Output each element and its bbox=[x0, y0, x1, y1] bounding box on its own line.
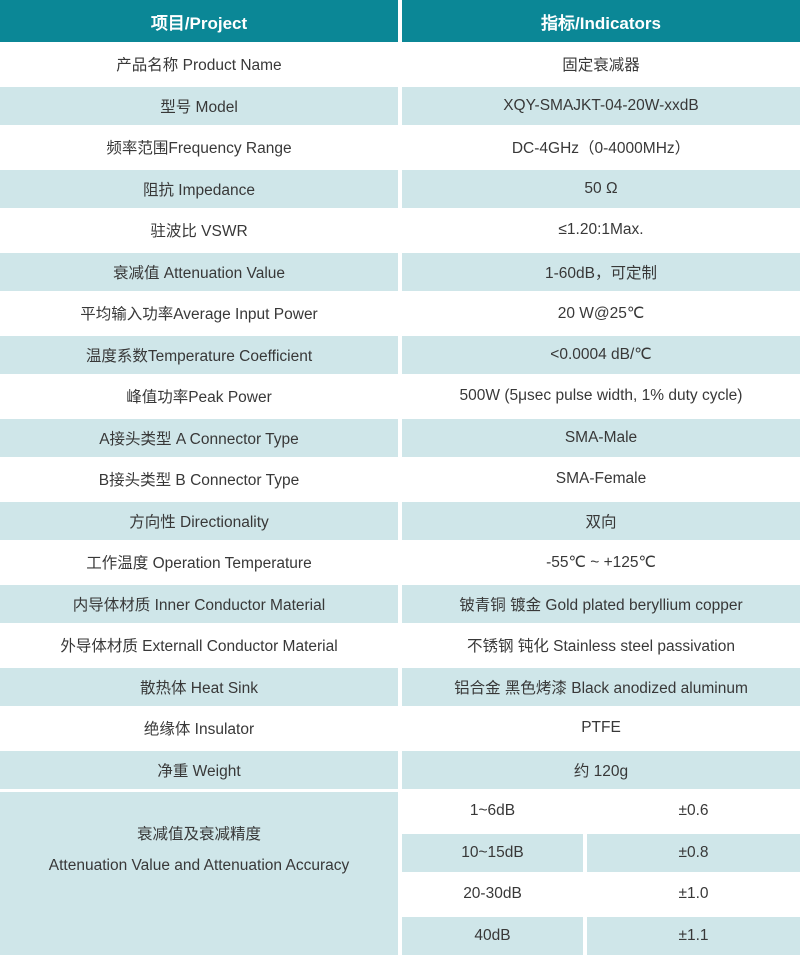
row-value-cell: 固定衰减器 bbox=[402, 45, 800, 84]
row-value-cell: XQY-SMAJKT-04-20W-xxdB bbox=[402, 86, 800, 125]
sub-range-cell: 1~6dB bbox=[402, 792, 583, 831]
row-label-cell: A接头类型 A Connector Type bbox=[0, 418, 398, 457]
sub-row: 20-30dB ±1.0 bbox=[402, 875, 800, 914]
row-value-cell: SMA-Male bbox=[402, 418, 800, 457]
row-value-cell: ≤1.20:1Max. bbox=[402, 211, 800, 250]
sub-accuracy-cell: ±0.6 bbox=[587, 792, 800, 831]
row-value-cell: 不锈钢 钝化 Stainless steel passivation bbox=[402, 626, 800, 665]
header-indicators-cell: 指标/Indicators bbox=[402, 0, 800, 42]
row-label-cell: 绝缘体 Insulator bbox=[0, 709, 398, 748]
attenuation-label-en: Attenuation Value and Attenuation Accura… bbox=[48, 856, 350, 874]
row-label-cell: 散热体 Heat Sink bbox=[0, 667, 398, 706]
row-label-cell: 型号 Model bbox=[0, 86, 398, 125]
spec-row-attenuation-value: 衰减值 Attenuation Value 1-60dB，可定制 bbox=[0, 252, 800, 291]
row-value-cell: 500W (5μsec pulse width, 1% duty cycle) bbox=[402, 377, 800, 416]
row-label-cell: 内导体材质 Inner Conductor Material bbox=[0, 584, 398, 623]
spec-row-operation-temperature: 工作温度 Operation Temperature -55℃ ~ +125℃ bbox=[0, 543, 800, 582]
spec-row-vswr: 驻波比 VSWR ≤1.20:1Max. bbox=[0, 211, 800, 250]
sub-range-cell: 10~15dB bbox=[402, 833, 583, 872]
spec-row-b-connector-type: B接头类型 B Connector Type SMA-Female bbox=[0, 460, 800, 499]
row-value-cell: 双向 bbox=[402, 501, 800, 540]
row-label-cell: 工作温度 Operation Temperature bbox=[0, 543, 398, 582]
attenuation-sub-table: 1~6dB ±0.6 10~15dB ±0.8 20-30dB ±1.0 40d… bbox=[402, 792, 800, 955]
sub-range-cell: 40dB bbox=[402, 916, 583, 955]
row-value-cell: 1-60dB，可定制 bbox=[402, 252, 800, 291]
header-project-cell: 项目/Project bbox=[0, 0, 398, 42]
row-label-cell: 阻抗 Impedance bbox=[0, 169, 398, 208]
sub-range-cell: 20-30dB bbox=[402, 875, 583, 914]
spec-row-product-name: 产品名称 Product Name 固定衰减器 bbox=[0, 45, 800, 84]
spec-row-weight: 净重 Weight 约 120g bbox=[0, 750, 800, 789]
spec-row-a-connector-type: A接头类型 A Connector Type SMA-Male bbox=[0, 418, 800, 457]
attenuation-label-cn: 衰减值及衰减精度 bbox=[136, 825, 261, 843]
row-value-cell: 20 W@25℃ bbox=[402, 294, 800, 333]
row-label-cell: 外导体材质 Externall Conductor Material bbox=[0, 626, 398, 665]
spec-row-temperature-coefficient: 温度系数Temperature Coefficient <0.0004 dB/℃ bbox=[0, 335, 800, 374]
row-value-cell: 铝合金 黑色烤漆 Black anodized aluminum bbox=[402, 667, 800, 706]
spec-row-heat-sink: 散热体 Heat Sink 铝合金 黑色烤漆 Black anodized al… bbox=[0, 667, 800, 706]
table-header-row: 项目/Project 指标/Indicators bbox=[0, 0, 800, 42]
row-label-cell: 产品名称 Product Name bbox=[0, 45, 398, 84]
row-value-cell: <0.0004 dB/℃ bbox=[402, 335, 800, 374]
spec-row-average-input-power: 平均输入功率Average Input Power 20 W@25℃ bbox=[0, 294, 800, 333]
spec-row-directionality: 方向性 Directionality 双向 bbox=[0, 501, 800, 540]
row-value-cell: SMA-Female bbox=[402, 460, 800, 499]
spec-row-model: 型号 Model XQY-SMAJKT-04-20W-xxdB bbox=[0, 86, 800, 125]
row-value-cell: 约 120g bbox=[402, 750, 800, 789]
row-value-cell: -55℃ ~ +125℃ bbox=[402, 543, 800, 582]
row-label-cell: 驻波比 VSWR bbox=[0, 211, 398, 250]
row-label-cell: 峰值功率Peak Power bbox=[0, 377, 398, 416]
sub-row: 1~6dB ±0.6 bbox=[402, 792, 800, 831]
attenuation-label-cell: 衰减值及衰减精度 Attenuation Value and Attenuati… bbox=[0, 792, 398, 955]
row-value-cell: 50 Ω bbox=[402, 169, 800, 208]
row-label-cell: 方向性 Directionality bbox=[0, 501, 398, 540]
spec-row-insulator: 绝缘体 Insulator PTFE bbox=[0, 709, 800, 748]
row-label-cell: 频率范围Frequency Range bbox=[0, 128, 398, 167]
sub-row: 40dB ±1.1 bbox=[402, 916, 800, 955]
row-label-cell: 净重 Weight bbox=[0, 750, 398, 789]
spec-row-frequency-range: 频率范围Frequency Range DC-4GHz（0-4000MHz） bbox=[0, 128, 800, 167]
spec-row-impedance: 阻抗 Impedance 50 Ω bbox=[0, 169, 800, 208]
row-value-cell: PTFE bbox=[402, 709, 800, 748]
spec-row-inner-conductor-material: 内导体材质 Inner Conductor Material 铍青铜 镀金 Go… bbox=[0, 584, 800, 623]
sub-row: 10~15dB ±0.8 bbox=[402, 833, 800, 872]
row-value-cell: DC-4GHz（0-4000MHz） bbox=[402, 128, 800, 167]
row-label-cell: 温度系数Temperature Coefficient bbox=[0, 335, 398, 374]
sub-accuracy-cell: ±1.1 bbox=[587, 916, 800, 955]
sub-accuracy-cell: ±0.8 bbox=[587, 833, 800, 872]
row-label-cell: 衰减值 Attenuation Value bbox=[0, 252, 398, 291]
spec-row-peak-power: 峰值功率Peak Power 500W (5μsec pulse width, … bbox=[0, 377, 800, 416]
sub-accuracy-cell: ±1.0 bbox=[587, 875, 800, 914]
row-value-cell: 铍青铜 镀金 Gold plated beryllium copper bbox=[402, 584, 800, 623]
attenuation-accuracy-row: 衰减值及衰减精度 Attenuation Value and Attenuati… bbox=[0, 792, 800, 955]
row-label-cell: 平均输入功率Average Input Power bbox=[0, 294, 398, 333]
row-label-cell: B接头类型 B Connector Type bbox=[0, 460, 398, 499]
spec-row-external-conductor-material: 外导体材质 Externall Conductor Material 不锈钢 钝… bbox=[0, 626, 800, 665]
